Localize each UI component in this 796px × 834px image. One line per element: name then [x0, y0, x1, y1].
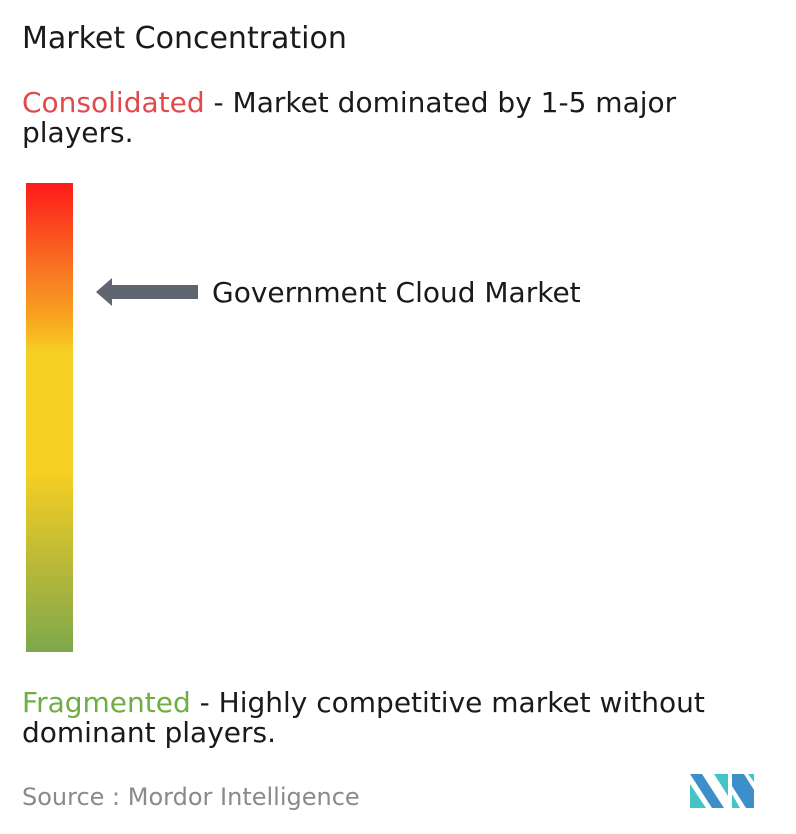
fragmented-text: - Highly competitive market without domi…: [22, 686, 705, 749]
arrow-left-icon: [96, 278, 198, 306]
source-text: Source : Mordor Intelligence: [22, 783, 360, 811]
fragmented-label: Fragmented: [22, 686, 191, 719]
concentration-gradient-bar: [26, 183, 73, 652]
fragmented-description: Fragmented - Highly competitive market w…: [22, 688, 792, 748]
consolidated-description: Consolidated - Market dominated by 1-5 m…: [22, 88, 792, 148]
mordor-logo: [690, 774, 754, 808]
consolidated-label: Consolidated: [22, 86, 205, 119]
market-label: Government Cloud Market: [212, 276, 581, 309]
page-title: Market Concentration: [22, 21, 347, 56]
consolidated-text: - Market dominated by 1-5 major players.: [22, 86, 677, 149]
